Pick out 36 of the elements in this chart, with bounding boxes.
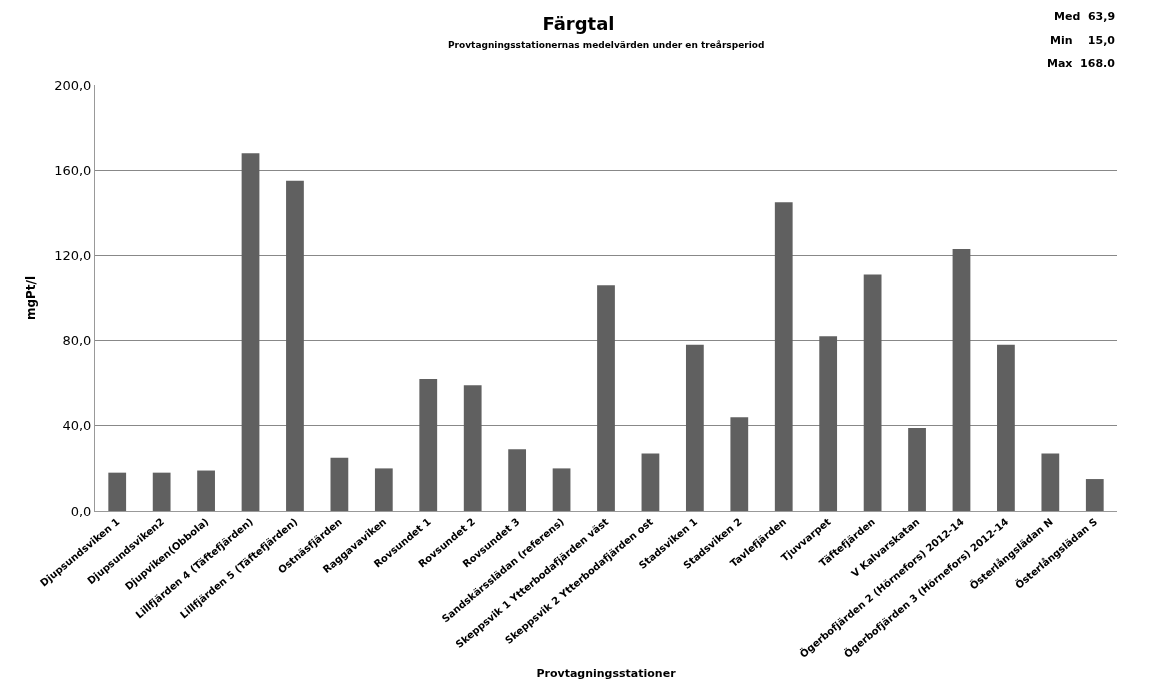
bar: [819, 336, 838, 511]
bar: [730, 417, 749, 511]
bar: [330, 457, 349, 511]
bar: [863, 274, 882, 511]
bar: [286, 180, 304, 511]
bar: [152, 472, 171, 511]
bar: [597, 285, 615, 511]
y-tick-label: 80,0: [62, 333, 92, 349]
bar: [374, 468, 393, 511]
text: Min 15,0: [1050, 34, 1116, 47]
bar: [774, 202, 793, 511]
bar: [508, 449, 527, 511]
chart-subtitle: Provtagningsstationernas medelvärden under en treårsperiod: [448, 40, 765, 50]
bar: [1041, 453, 1060, 511]
y-tick-label: 120,0: [54, 247, 92, 263]
x-axis-title: Provtagningsstationer: [536, 666, 677, 680]
y-tick-label: 0,0: [70, 503, 92, 519]
bar: [997, 344, 1015, 511]
bar: [108, 472, 127, 511]
bar: [463, 385, 482, 511]
bar: [685, 344, 704, 511]
bar: [908, 427, 926, 511]
bar: [552, 468, 571, 511]
y-tick-label: 200,0: [54, 77, 92, 93]
bar: [241, 153, 260, 511]
bar: [1085, 479, 1104, 511]
bar: [952, 249, 971, 511]
bar: [197, 470, 215, 511]
y-tick-label: 40,0: [62, 418, 92, 434]
chart-title: Färgtal: [542, 12, 615, 34]
bar: [419, 378, 438, 511]
bar: [641, 453, 660, 511]
text: Max 168.0: [1047, 57, 1116, 70]
y-tick-label: 160,0: [54, 162, 92, 178]
text: Med 63,9: [1054, 10, 1116, 23]
y-axis-title: mgPt/l: [24, 275, 39, 321]
